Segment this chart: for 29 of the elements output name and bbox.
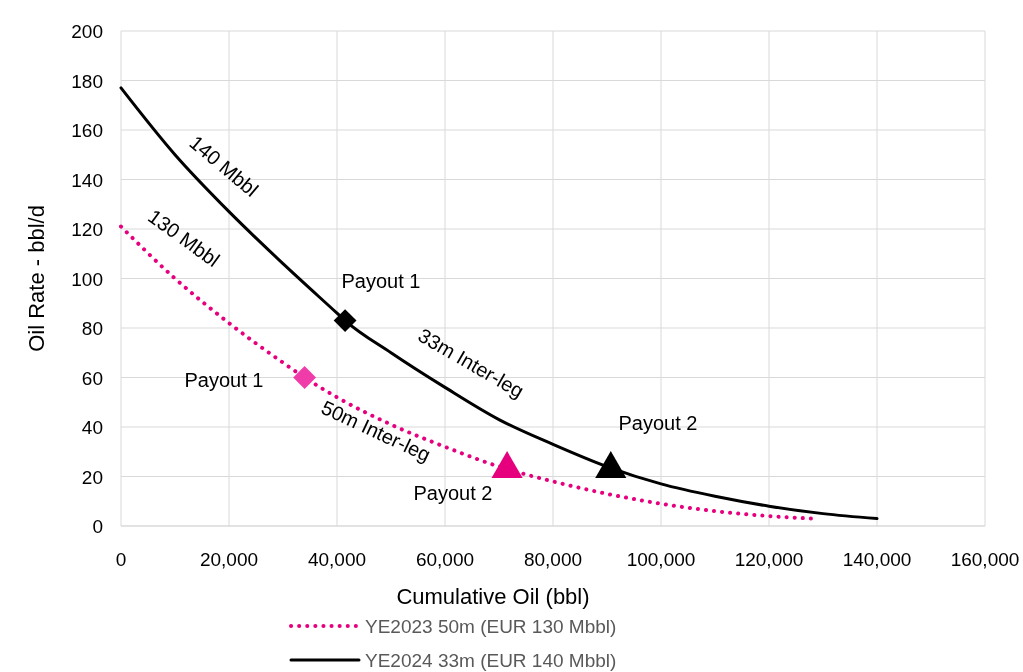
x-tick-label: 40,000 [307,549,367,570]
x-tick-label: 140,000 [842,549,912,570]
x-tick-label: 160,000 [950,549,1020,570]
x-tick-label: 60,000 [415,549,475,570]
annotation: Payout 2 [618,412,698,434]
x-tick-label: 100,000 [626,549,696,570]
y-tick-label: 40 [81,417,103,438]
x-tick-label: 20,000 [199,549,259,570]
y-tick-label: 20 [81,466,103,488]
y-axis-title: Oil Rate - bbl/d [24,205,49,352]
line-series [119,86,879,521]
legend-label: YE2024 33m (EUR 140 Mbbl) [365,650,617,671]
annotation: Payout 2 [413,482,493,504]
x-tick-label: 0 [115,549,127,570]
x-tick-label: 120,000 [734,549,804,570]
y-tick-label: 0 [92,516,103,537]
x-axis-title: Cumulative Oil (bbl) [396,584,590,609]
y-tick-label: 140 [71,169,103,191]
y-tick-label: 160 [71,120,103,141]
y-tick-label: 60 [81,367,103,389]
y-tick-label: 180 [71,70,103,92]
x-tick-label: 80,000 [523,549,583,570]
y-tick-label: 120 [71,219,103,240]
y-tick-label: 80 [81,318,103,339]
y-tick-label: 100 [71,268,103,290]
y-tick-label: 200 [71,21,103,42]
annotation: Payout 1 [184,369,264,391]
legend-label: YE2023 50m (EUR 130 Mbbl) [365,616,617,637]
annotation: Payout 1 [341,270,421,292]
